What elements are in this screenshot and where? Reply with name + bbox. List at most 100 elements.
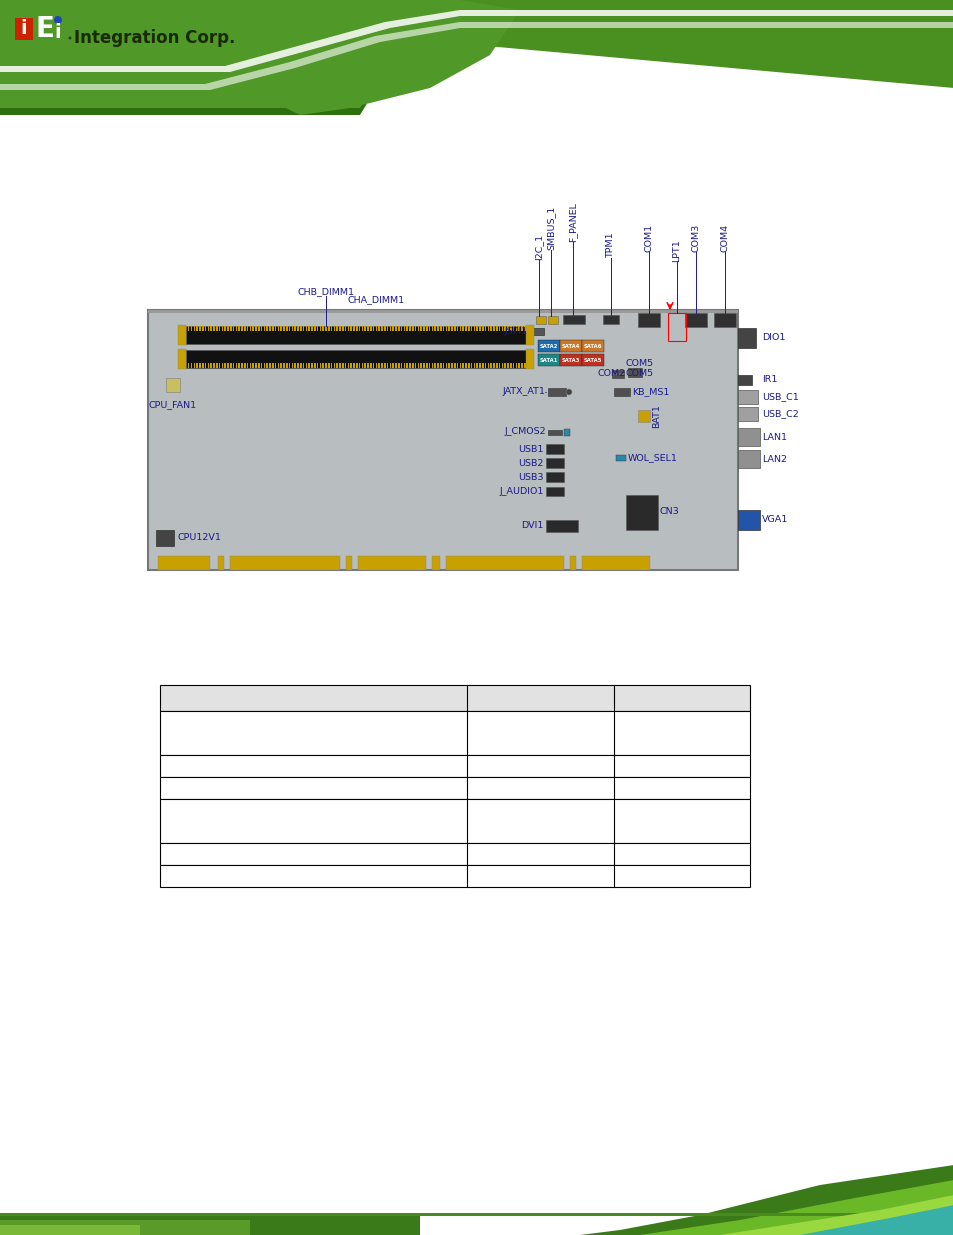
Bar: [420, 326, 421, 331]
Circle shape: [616, 373, 618, 374]
Bar: [361, 326, 363, 331]
Bar: [297, 363, 298, 368]
Bar: [361, 363, 363, 368]
Bar: [339, 363, 340, 368]
Bar: [478, 326, 480, 331]
Bar: [487, 363, 489, 368]
Bar: [456, 326, 457, 331]
Bar: [213, 363, 214, 368]
Bar: [160, 844, 749, 864]
Bar: [186, 350, 525, 368]
Bar: [316, 326, 318, 331]
Bar: [347, 363, 349, 368]
Bar: [218, 363, 220, 368]
Bar: [451, 363, 453, 368]
Text: CHA_DIMM1: CHA_DIMM1: [347, 295, 404, 304]
Bar: [581, 556, 649, 571]
Bar: [211, 326, 212, 331]
Bar: [432, 556, 439, 571]
Bar: [230, 363, 232, 368]
Bar: [738, 429, 760, 446]
Bar: [525, 325, 534, 345]
Bar: [202, 326, 203, 331]
Bar: [15, 19, 33, 40]
Circle shape: [565, 389, 572, 395]
Bar: [614, 388, 629, 396]
Bar: [386, 363, 388, 368]
Bar: [400, 363, 402, 368]
Bar: [420, 363, 421, 368]
Polygon shape: [0, 10, 953, 72]
Bar: [468, 326, 469, 331]
Bar: [476, 363, 477, 368]
Bar: [311, 326, 313, 331]
Bar: [250, 363, 251, 368]
Bar: [331, 363, 332, 368]
Bar: [581, 354, 603, 366]
Bar: [684, 312, 706, 327]
Text: IR1: IR1: [761, 375, 777, 384]
Bar: [403, 363, 405, 368]
Bar: [563, 429, 569, 436]
Bar: [517, 326, 519, 331]
Text: LPT1: LPT1: [672, 240, 680, 262]
Bar: [415, 326, 416, 331]
Polygon shape: [639, 1179, 953, 1235]
Bar: [286, 363, 287, 368]
Bar: [233, 326, 234, 331]
Polygon shape: [260, 0, 519, 115]
Bar: [481, 363, 483, 368]
Bar: [199, 326, 200, 331]
Bar: [738, 375, 751, 385]
Bar: [160, 711, 749, 755]
Bar: [283, 326, 284, 331]
Text: USB1: USB1: [518, 445, 543, 453]
Bar: [221, 363, 223, 368]
Bar: [269, 363, 271, 368]
Text: SATA4: SATA4: [561, 343, 579, 348]
Bar: [160, 777, 749, 799]
Bar: [297, 326, 298, 331]
Bar: [436, 363, 438, 368]
Bar: [525, 350, 534, 369]
Bar: [305, 326, 307, 331]
Bar: [292, 326, 293, 331]
Bar: [478, 363, 480, 368]
Bar: [328, 326, 329, 331]
Polygon shape: [579, 1165, 953, 1235]
Bar: [412, 326, 413, 331]
Text: CHB_DIMM1: CHB_DIMM1: [297, 287, 355, 296]
Bar: [397, 326, 399, 331]
Bar: [178, 325, 186, 345]
Bar: [355, 363, 357, 368]
Bar: [465, 363, 466, 368]
Bar: [392, 326, 394, 331]
Bar: [277, 326, 279, 331]
Bar: [0, 1215, 419, 1235]
Bar: [277, 363, 279, 368]
Bar: [484, 363, 486, 368]
Bar: [545, 458, 563, 468]
Bar: [627, 368, 641, 377]
Bar: [353, 326, 355, 331]
Bar: [616, 454, 625, 461]
Text: VGA1: VGA1: [761, 515, 787, 525]
Bar: [358, 326, 360, 331]
Bar: [160, 864, 749, 887]
Bar: [381, 363, 382, 368]
Bar: [471, 326, 472, 331]
Bar: [397, 363, 399, 368]
Bar: [238, 326, 239, 331]
Bar: [199, 363, 200, 368]
Bar: [341, 326, 343, 331]
Bar: [465, 326, 466, 331]
Text: DVI1: DVI1: [521, 521, 543, 531]
Bar: [193, 363, 195, 368]
Bar: [738, 408, 758, 421]
Text: COM2: COM2: [598, 368, 625, 378]
Bar: [160, 755, 749, 777]
Bar: [205, 363, 206, 368]
Text: COM5: COM5: [625, 359, 654, 368]
Bar: [417, 363, 418, 368]
Bar: [178, 350, 186, 369]
